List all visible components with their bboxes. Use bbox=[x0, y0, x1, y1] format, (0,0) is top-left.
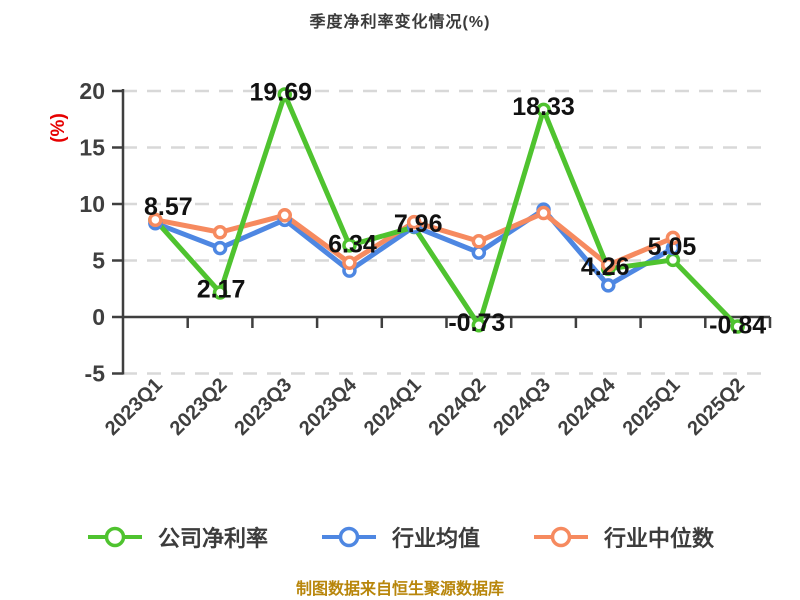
data-label: 4.26 bbox=[581, 253, 630, 281]
industry-median-line-marker bbox=[471, 234, 487, 249]
company-line-marker bbox=[471, 317, 487, 333]
industry-median-line-marker bbox=[148, 212, 163, 228]
legend: 公司净利率 行业均值 行业中位数 bbox=[0, 521, 800, 553]
y-tick-label: 5 bbox=[92, 248, 105, 274]
x-category-label: 2024Q3 bbox=[489, 374, 555, 440]
industry-median-line-marker bbox=[277, 208, 292, 223]
x-category-label: 2023Q2 bbox=[166, 374, 232, 440]
y-tick-label: 20 bbox=[79, 78, 105, 104]
legend-item-industry-avg[interactable]: 行业均值 bbox=[320, 521, 480, 553]
x-category-label: 2024Q1 bbox=[360, 374, 426, 440]
x-category-label: 2023Q3 bbox=[230, 374, 296, 440]
data-label: -0.84 bbox=[709, 311, 766, 339]
industry-median-line-marker bbox=[601, 257, 616, 273]
y-tick-label: -5 bbox=[85, 361, 106, 387]
x-category-label: 2025Q1 bbox=[619, 374, 685, 440]
data-label: 6.34 bbox=[328, 230, 377, 258]
legend-label-company: 公司净利率 bbox=[157, 526, 268, 551]
industry-median-line-marker bbox=[536, 205, 551, 221]
industry-median-line-marker bbox=[665, 230, 681, 246]
data-source-note: 制图数据来自恒生聚源数据库 bbox=[295, 581, 504, 598]
company-line-marker bbox=[536, 102, 551, 118]
legend-label-industry-median: 行业中位数 bbox=[604, 526, 715, 551]
company-line bbox=[152, 92, 741, 329]
data-label: 7.96 bbox=[394, 210, 443, 238]
data-label: 19.69 bbox=[249, 79, 312, 107]
x-category-label: 2024Q4 bbox=[554, 373, 621, 440]
industry-median-line-marker bbox=[406, 214, 422, 230]
data-label: 18.33 bbox=[512, 93, 575, 121]
industry-median-line-marker bbox=[212, 225, 228, 240]
data-label: 2.17 bbox=[197, 275, 246, 303]
chart-title: 季度净利率变化情况(%) bbox=[309, 14, 491, 31]
industry-avg-line-marker bbox=[601, 278, 616, 293]
data-label: -0.73 bbox=[448, 309, 505, 337]
company-line-marker bbox=[342, 238, 357, 253]
company-line-marker bbox=[730, 319, 745, 334]
industry-avg-line-marker bbox=[212, 240, 228, 256]
company-line-legend-icon bbox=[87, 526, 142, 548]
data-label: 5.05 bbox=[648, 233, 697, 261]
x-category-label: 2025Q2 bbox=[683, 374, 749, 440]
industry-median-line-legend-icon bbox=[534, 526, 588, 548]
x-category-label: 2024Q2 bbox=[425, 374, 491, 440]
y-tick-label: 15 bbox=[79, 135, 105, 161]
data-label: 8.57 bbox=[144, 193, 193, 221]
industry-avg-line-marker bbox=[471, 245, 487, 260]
legend-item-industry-median[interactable]: 行业中位数 bbox=[532, 521, 714, 553]
x-category-label: 2023Q4 bbox=[295, 373, 362, 440]
company-line-marker bbox=[277, 87, 292, 102]
legend-label-industry-avg: 行业均值 bbox=[391, 526, 480, 551]
industry-avg-line-legend-icon bbox=[321, 526, 376, 548]
x-category-label: 2023Q1 bbox=[101, 374, 167, 440]
legend-item-company[interactable]: 公司净利率 bbox=[86, 521, 268, 553]
y-axis-unit-label: (%) bbox=[48, 113, 69, 143]
company-line-marker bbox=[212, 285, 228, 300]
y-tick-label: 0 bbox=[92, 304, 105, 330]
industry-median-line-marker bbox=[342, 255, 357, 271]
y-tick-label: 10 bbox=[79, 191, 105, 217]
